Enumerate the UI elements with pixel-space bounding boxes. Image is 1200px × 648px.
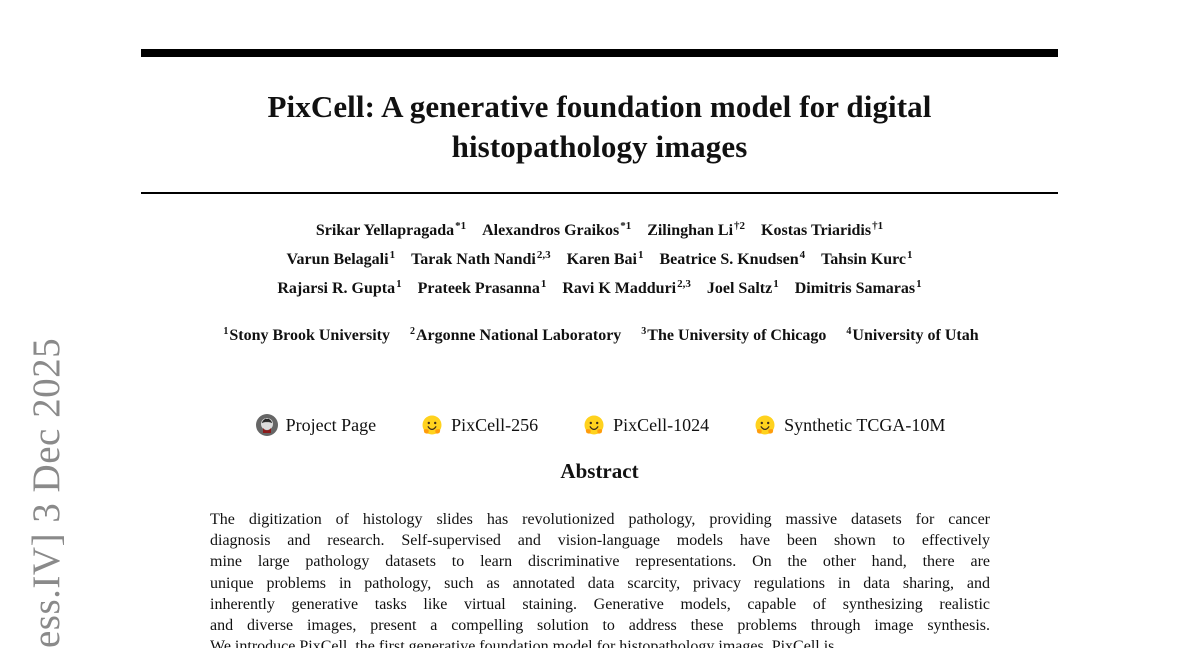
affiliation: 3The University of Chicago [641, 324, 826, 348]
hugging-face-icon [584, 415, 604, 435]
abstract-line: We introduce PixCell, the first generati… [210, 638, 835, 648]
top-title-rule [141, 49, 1058, 57]
bottom-title-rule [141, 192, 1058, 194]
pixcell-1024-link[interactable]: PixCell-1024 [582, 412, 709, 438]
abstract-line: mine large pathology datasets to learn d… [210, 553, 990, 571]
author-name: Joel Saltz [706, 280, 773, 297]
abstract-line: and diverse images, present a compelling… [210, 617, 990, 635]
affiliation: 4University of Utah [846, 324, 978, 348]
author-name: Rajarsi R. Gupta [277, 280, 396, 297]
author-name: Varun Belagali [286, 251, 389, 268]
author-affiliation-mark: 1 [773, 277, 779, 290]
author-name: Alexandros Graikos [482, 222, 620, 239]
author-name: Srikar Yellapragada [315, 222, 455, 239]
author-affiliation-mark: 1 [540, 277, 547, 290]
hugging-face-icon [755, 415, 775, 435]
affiliation-name: Argonne National Laboratory [415, 327, 622, 344]
abstract-line: inherently generative tasks like virtual… [210, 595, 990, 613]
abstract-line: unique problems in pathology, such as an… [210, 574, 990, 592]
author-affiliation-mark: 1 [916, 277, 922, 290]
arxiv-stamp-text: ess.IV] 3 Dec 2025 [25, 337, 68, 648]
author-name: Zilinghan Li [647, 222, 734, 239]
author-affiliation-mark: †1 [872, 219, 884, 232]
pixcell-256-label: PixCell-256 [451, 415, 539, 435]
project-page-label: Project Page [285, 415, 377, 435]
author-list: Srikar Yellapragada*1 Alexandros Graikos… [141, 216, 1058, 303]
affiliation-list: 1Stony Brook University 2Argonne Nationa… [120, 324, 1082, 348]
author: Alexandros Graikos*1 [482, 216, 631, 245]
project-page-link[interactable]: Project Page [255, 412, 376, 438]
author-line-3: Rajarsi R. Gupta1 Prateek Prasanna1 Ravi… [141, 274, 1058, 303]
author: Ravi K Madduri2,3 [562, 274, 691, 303]
author: Srikar Yellapragada*1 [316, 216, 466, 245]
author-name: Beatrice S. Knudsen [659, 251, 799, 268]
author: Joel Saltz1 [707, 274, 779, 303]
hugging-face-icon [422, 415, 442, 435]
author-affiliation-mark: 1 [389, 248, 396, 261]
author-affiliation-mark: *1 [455, 219, 467, 232]
author-affiliation-mark: 2,3 [677, 277, 691, 290]
title-line-1: PixCell: A generative foundation model f… [267, 89, 932, 124]
abstract-line: The digitization of histology slides has… [210, 511, 990, 528]
synthetic-tcga-link[interactable]: Synthetic TCGA-10M [753, 412, 945, 438]
author-name: Tahsin Kurc [821, 251, 907, 268]
author: Dimitris Samaras1 [795, 274, 922, 303]
author: Zilinghan Li†2 [647, 216, 745, 245]
author-affiliation-mark: *1 [620, 219, 632, 232]
synthetic-tcga-label: Synthetic TCGA-10M [784, 415, 946, 435]
author-name: Karen Bai [566, 251, 637, 268]
author-line-1: Srikar Yellapragada*1 Alexandros Graikos… [141, 216, 1058, 245]
author-name: Tarak Nath Nandi [411, 251, 536, 268]
author: Varun Belagali1 [286, 245, 395, 274]
affiliation: 1Stony Brook University [223, 324, 390, 348]
author: Tarak Nath Nandi2,3 [411, 245, 551, 274]
author-name: Kostas Triaridis [761, 222, 872, 239]
affiliation-name: The University of Chicago [647, 327, 827, 344]
author-affiliation-mark: †2 [734, 219, 746, 232]
affiliation: 2Argonne National Laboratory [410, 324, 621, 348]
arxiv-side-stamp: ess.IV] 3 Dec 2025 [20, 0, 80, 648]
affiliation-mark: 2 [409, 325, 415, 337]
title-line-2: histopathology images [451, 129, 748, 164]
affiliation-name: Stony Brook University [229, 327, 390, 344]
author-name: Prateek Prasanna [417, 280, 540, 297]
author-name: Dimitris Samaras [794, 280, 916, 297]
affiliation-mark: 1 [223, 325, 229, 337]
author-affiliation-mark: 1 [396, 277, 402, 290]
affiliation-name: University of Utah [852, 327, 979, 344]
pixcell-256-link[interactable]: PixCell-256 [420, 412, 538, 438]
pixcell-1024-label: PixCell-1024 [613, 415, 710, 435]
author-affiliation-mark: 1 [907, 248, 913, 261]
affiliation-mark: 4 [846, 325, 852, 337]
abstract-body: The digitization of histology slides has… [210, 509, 990, 648]
author: Prateek Prasanna1 [418, 274, 547, 303]
author: Beatrice S. Knudsen4 [659, 245, 805, 274]
author: Karen Bai1 [567, 245, 644, 274]
abstract-heading: Abstract [560, 459, 639, 483]
author-line-2: Varun Belagali1 Tarak Nath Nandi2,3 Kare… [141, 245, 1058, 274]
abstract-line: diagnosis and research. Self-supervised … [210, 532, 990, 550]
author-affiliation-mark: 4 [799, 248, 806, 261]
author-name: Ravi K Madduri [562, 280, 677, 297]
author: Kostas Triaridis†1 [761, 216, 883, 245]
author: Tahsin Kurc1 [821, 245, 912, 274]
resource-links: Project Page PixCell-256 PixCe [220, 412, 980, 438]
paper-title: PixCell: A generative foundation model f… [141, 87, 1058, 167]
author-affiliation-mark: 1 [637, 248, 644, 261]
author-affiliation-mark: 2,3 [536, 248, 551, 261]
author: Rajarsi R. Gupta1 [277, 274, 401, 303]
github-icon [255, 414, 278, 436]
affiliation-mark: 3 [641, 325, 647, 337]
